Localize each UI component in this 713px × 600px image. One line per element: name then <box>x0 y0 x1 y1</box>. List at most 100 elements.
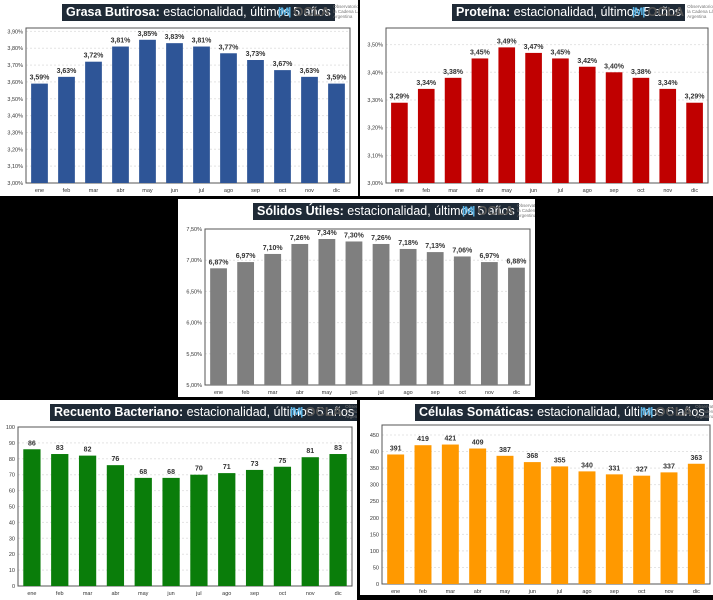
logo-word: OCLA <box>305 404 343 419</box>
y-tick-label: 80 <box>9 457 15 463</box>
y-tick-label: 50 <box>373 565 379 571</box>
chart-title: Células Somáticas: estacionalidad, últim… <box>415 404 709 421</box>
data-label: 3,40% <box>604 63 625 70</box>
data-label: 6,87% <box>209 259 230 266</box>
data-label: 6,97% <box>479 253 500 260</box>
bar-ago <box>578 66 596 183</box>
data-label: 327 <box>636 467 648 474</box>
x-tick-label: jul <box>195 591 202 597</box>
chart-title: Grasa Butirosa: estacionalidad, últimos … <box>62 4 335 21</box>
bar-jul <box>372 243 390 385</box>
bar-mar <box>85 61 102 184</box>
y-tick-label: 200 <box>370 516 379 522</box>
y-tick-label: 150 <box>370 532 379 538</box>
data-label: 3,59% <box>30 75 51 82</box>
data-label: 6,97% <box>236 253 257 260</box>
bar-sep <box>245 469 264 586</box>
bar-may <box>496 455 514 584</box>
data-label: 3,83% <box>165 34 186 41</box>
x-tick-label: ene <box>27 591 36 597</box>
bar-ene <box>31 83 48 183</box>
x-tick-label: may <box>502 188 513 194</box>
chart-panel-celulas-somaticas: Células Somáticas: estacionalidad, últim… <box>360 400 713 595</box>
chart-title: Sólidos Útiles: estacionalidad, últimos … <box>253 203 519 220</box>
y-tick-label: 3,60% <box>7 80 23 86</box>
x-tick-label: jul <box>377 390 384 396</box>
x-tick-label: dic <box>335 591 342 597</box>
data-label: 3,72% <box>84 53 105 60</box>
data-label: 3,45% <box>550 49 571 56</box>
bar-may <box>498 47 516 183</box>
plot-area <box>204 228 531 386</box>
data-label: 75 <box>279 458 287 465</box>
logo-word: OCLA <box>293 4 331 19</box>
data-label: 7,26% <box>290 235 311 242</box>
chart-title-rest: estacionalidad, últimos 5 años <box>183 405 355 419</box>
bar-jul <box>552 58 569 184</box>
bar-chart: 3,00% 3,10% 3,20% 3,30% 3,40% 3,50% 3,60% 3,70%… <box>7 27 351 194</box>
data-label: 6,88% <box>507 259 528 266</box>
x-tick-label: ene <box>35 188 44 194</box>
y-tick-label: 450 <box>370 433 379 439</box>
x-tick-label: oct <box>638 589 646 595</box>
data-label: 71 <box>223 464 231 471</box>
bar-jul <box>551 466 569 584</box>
y-tick-label: 30 <box>9 536 15 542</box>
chart-title-bold: Sólidos Útiles: <box>257 204 344 218</box>
bar-ene <box>210 268 227 385</box>
data-label: 340 <box>581 462 593 469</box>
x-tick-label: ago <box>404 390 413 396</box>
chart-panel-grasa-butirosa: Grasa Butirosa: estacionalidad, últimos … <box>0 0 358 196</box>
x-tick-label: ago <box>224 188 233 194</box>
data-label: 76 <box>112 456 120 463</box>
y-tick-label: 3,10% <box>7 164 23 170</box>
chart-title-bold: Recuento Bacteriano: <box>54 405 184 419</box>
logo-word: OCLA <box>655 404 693 419</box>
y-tick-label: 3,20% <box>7 147 23 153</box>
x-tick-label: mar <box>446 589 456 595</box>
bar-chart: 3,00% 3,10% 3,20% 3,30% 3,40% 3,50% 3,29% ene 3,… <box>367 27 709 194</box>
chart-title-bold: Grasa Butirosa: <box>66 5 160 19</box>
bar-oct <box>633 475 651 584</box>
bar-mar <box>78 455 97 586</box>
x-tick-label: nov <box>663 188 672 194</box>
y-tick-label: 300 <box>370 483 379 489</box>
y-tick-label: 60 <box>9 489 15 495</box>
x-tick-label: nov <box>665 589 674 595</box>
data-label: 7,34% <box>317 230 338 237</box>
bar-jun <box>345 241 363 385</box>
x-tick-label: ene <box>391 589 400 595</box>
y-tick-label: 3,90% <box>7 29 23 35</box>
x-tick-label: jun <box>529 188 537 194</box>
ocla-logo-icon: |M| <box>632 5 645 18</box>
data-label: 7,10% <box>263 245 284 252</box>
bar-abr <box>471 58 489 184</box>
bar-feb <box>417 88 435 183</box>
bar-may <box>139 39 156 183</box>
x-tick-label: jul <box>198 188 205 194</box>
data-label: 3,63% <box>57 68 78 75</box>
bar-feb <box>237 262 255 385</box>
x-tick-label: sep <box>250 591 259 597</box>
logo-subtitle: Observatorio de la Cadena Láctea Argenti… <box>517 203 535 218</box>
chart-title-rest: estacionalidad, últimos 5 años <box>159 5 331 19</box>
chart-panel-solidos-utiles: Sólidos Útiles: estacionalidad, últimos … <box>178 199 535 397</box>
data-label: 68 <box>167 469 175 476</box>
x-tick-label: jun <box>349 390 357 396</box>
logo-word: OCLA <box>477 203 515 218</box>
bar-dic <box>508 267 525 385</box>
bar-ene <box>387 454 405 584</box>
y-tick-label: 7,50% <box>186 227 202 233</box>
y-tick-label: 90 <box>9 441 15 447</box>
plot-area <box>25 27 351 184</box>
bar-sep <box>605 72 623 183</box>
x-tick-label: jul <box>556 589 563 595</box>
logo-subtitle: Observatorio de la Cadena Láctea Argenti… <box>687 4 713 19</box>
y-tick-label: 7,00% <box>186 258 202 264</box>
data-label: 337 <box>663 463 675 470</box>
ocla-logo-icon: |M| <box>462 204 475 217</box>
plot-area <box>17 426 353 587</box>
bar-jun <box>162 477 180 586</box>
chart-title-rest: estacionalidad, últimos 5 años <box>343 204 515 218</box>
